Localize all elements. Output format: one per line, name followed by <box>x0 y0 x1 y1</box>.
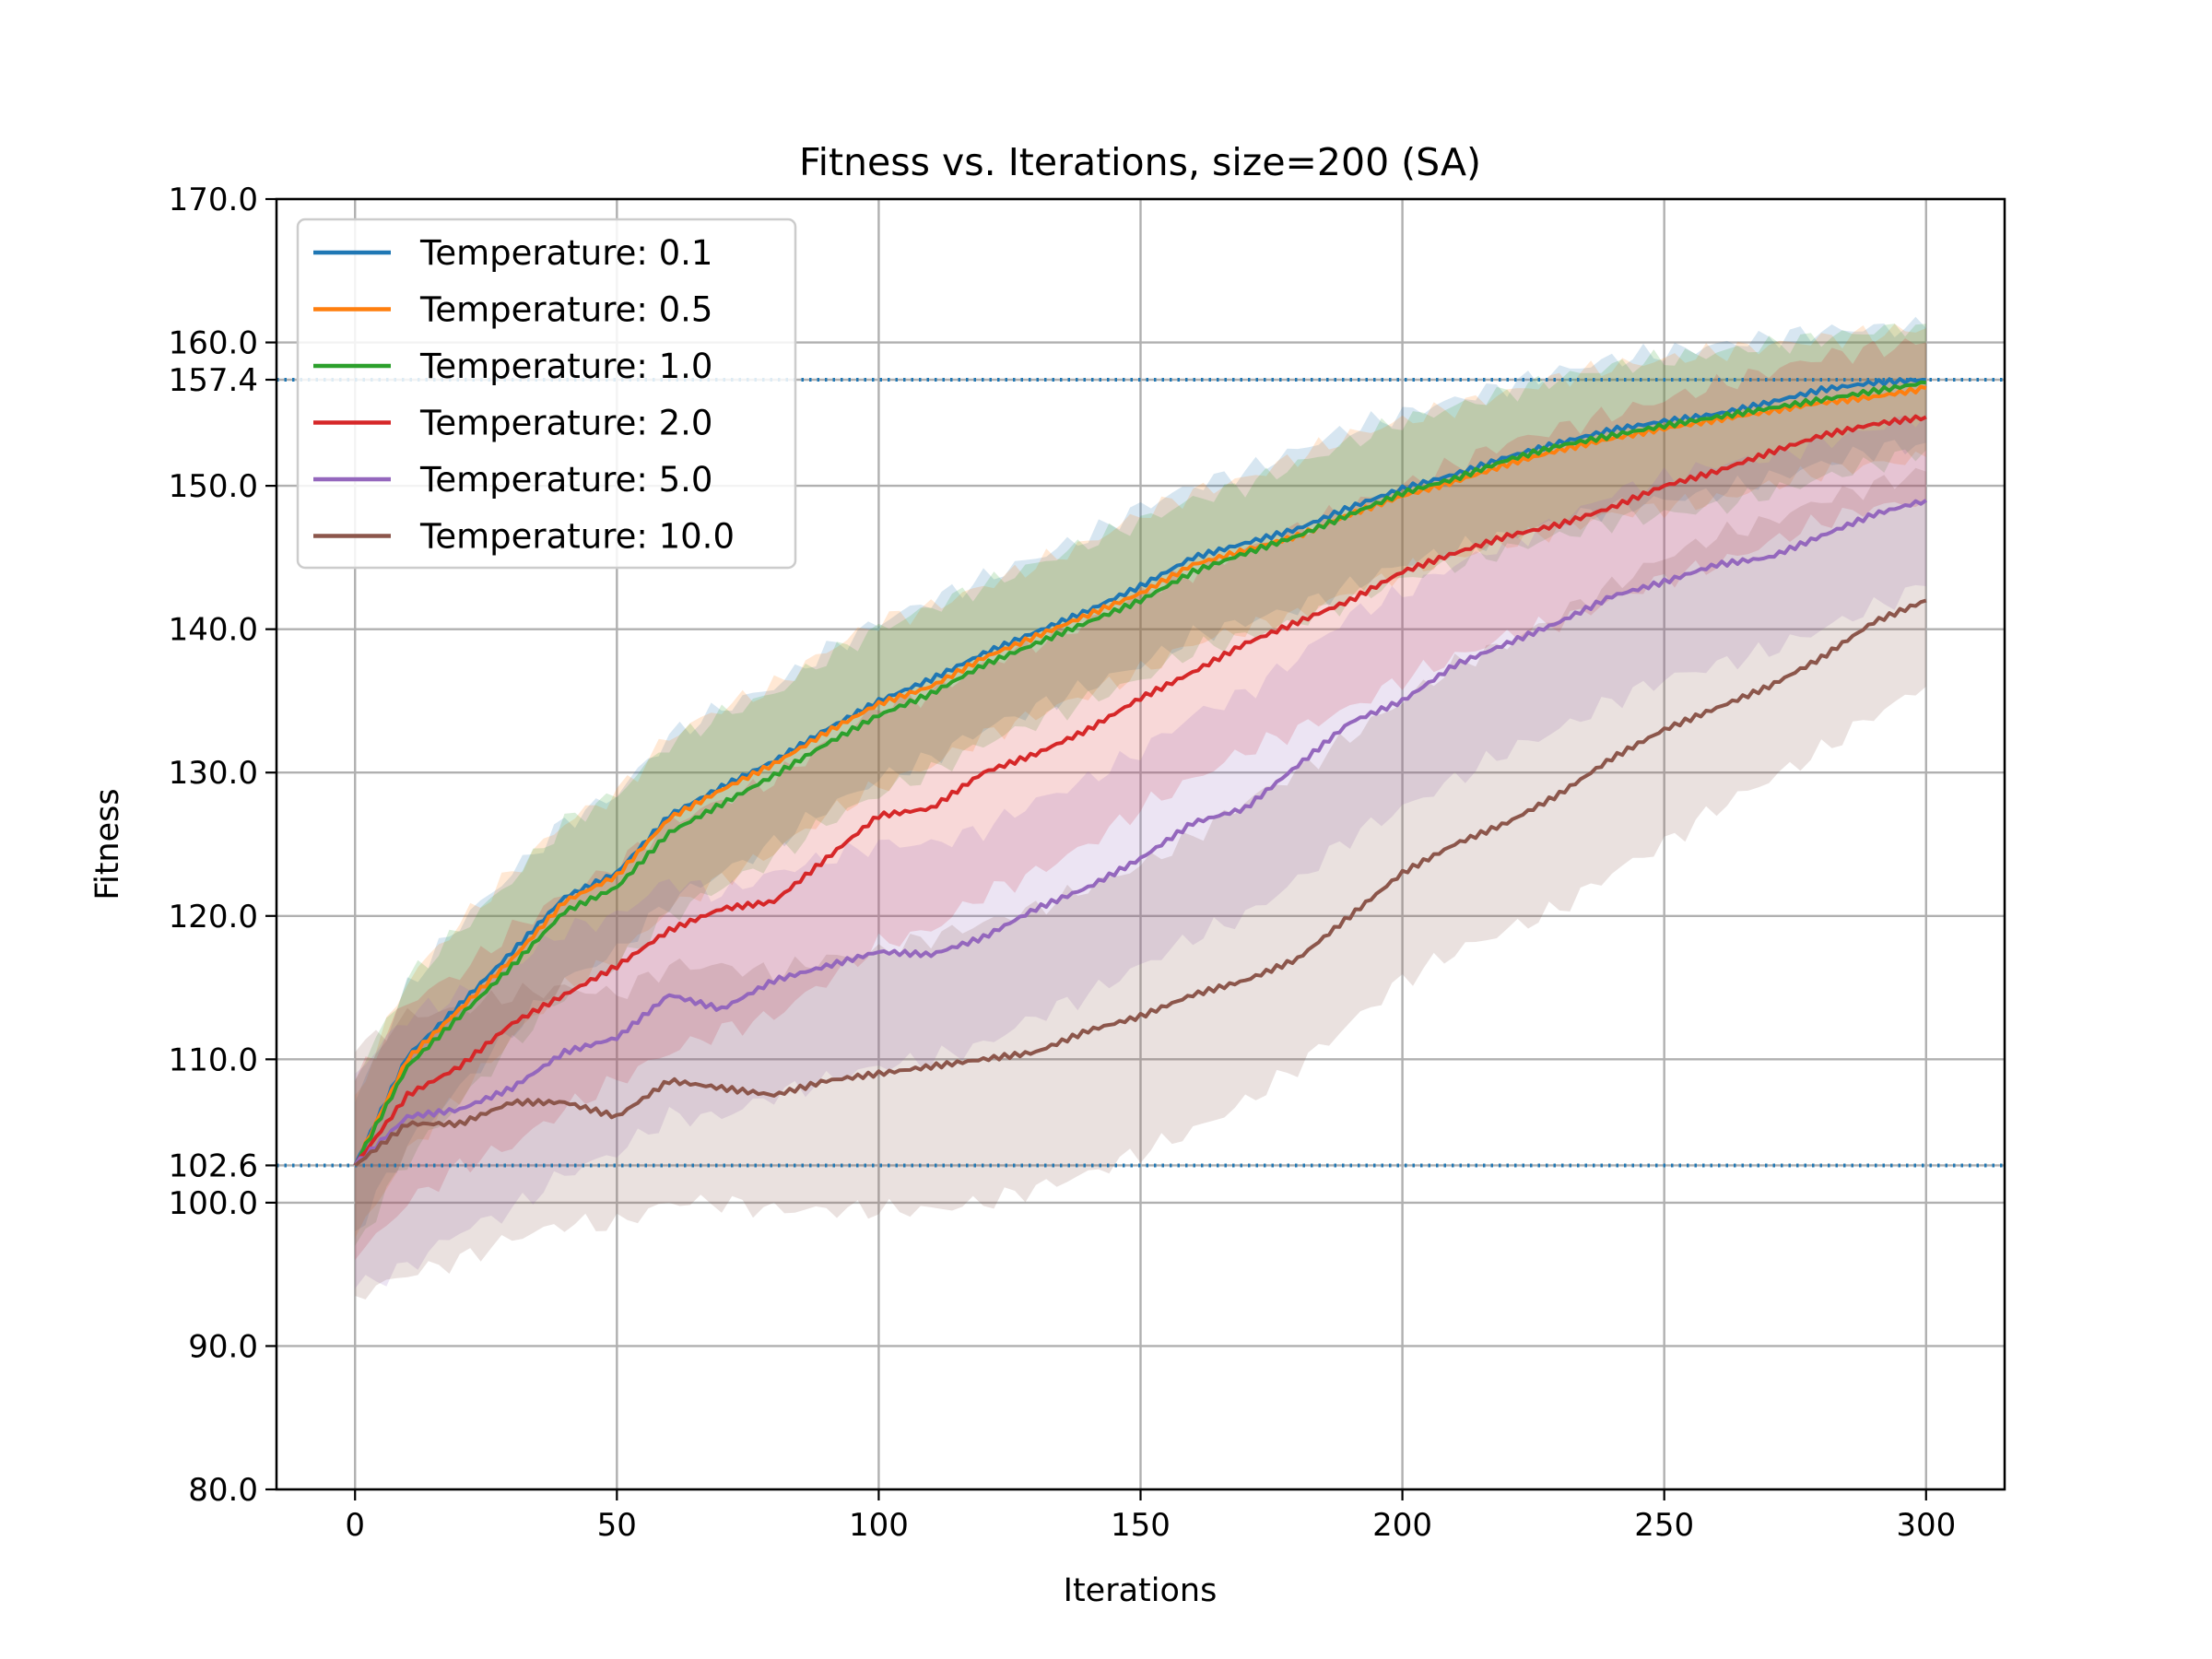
y-axis-label: Fitness <box>89 788 126 900</box>
series-line-4 <box>353 499 1927 1167</box>
x-tick-label: 300 <box>1896 1507 1956 1544</box>
legend-label-1: Temperature: 0.5 <box>419 290 712 330</box>
series-lines <box>353 377 1927 1167</box>
y-tick-label: 110.0 <box>169 1041 258 1078</box>
x-axis-ticks: 0 50 100 150 200 250 300 <box>345 1489 1956 1544</box>
y-tick-label: 157.4 <box>169 362 258 399</box>
x-axis-label: Iterations <box>1064 1572 1218 1609</box>
series-line-1 <box>353 384 1927 1167</box>
x-tick-label: 0 <box>345 1507 365 1544</box>
y-tick-label: 102.6 <box>169 1147 258 1184</box>
y-tick-label: 140.0 <box>169 612 258 649</box>
confidence-band-3 <box>355 338 1926 1261</box>
series-line-3 <box>353 414 1927 1167</box>
x-tick-label: 250 <box>1634 1507 1694 1544</box>
y-tick-label: 80.0 <box>188 1472 258 1509</box>
legend-label-5: Temperature: 10.0 <box>419 517 735 557</box>
legend-label-4: Temperature: 5.0 <box>419 460 712 500</box>
y-tick-label: 170.0 <box>169 182 258 218</box>
y-tick-label: 130.0 <box>169 755 258 792</box>
x-tick-label: 150 <box>1111 1507 1171 1544</box>
x-tick-label: 50 <box>597 1507 637 1544</box>
chart-title: Fitness vs. Iterations, size=200 (SA) <box>799 140 1481 184</box>
x-tick-label: 100 <box>849 1507 909 1544</box>
legend-label-2: Temperature: 1.0 <box>419 347 712 386</box>
legend-label-3: Temperature: 2.0 <box>419 404 712 443</box>
y-tick-label: 150.0 <box>169 468 258 505</box>
series-line-2 <box>353 380 1926 1167</box>
legend-box <box>296 218 797 570</box>
y-tick-label: 160.0 <box>169 325 258 362</box>
reference-lines <box>276 378 2005 1168</box>
y-tick-label: 100.0 <box>169 1185 258 1222</box>
confidence-band-2 <box>355 324 1926 1246</box>
x-tick-label: 200 <box>1372 1507 1432 1544</box>
legend-label-0: Temperature: 0.1 <box>419 233 712 273</box>
series-line-5 <box>353 598 1927 1167</box>
y-tick-label: 90.0 <box>188 1328 258 1365</box>
legend: Temperature: 0.1 Temperature: 0.5 Temperat… <box>296 218 797 570</box>
y-tick-label: 120.0 <box>169 899 258 935</box>
